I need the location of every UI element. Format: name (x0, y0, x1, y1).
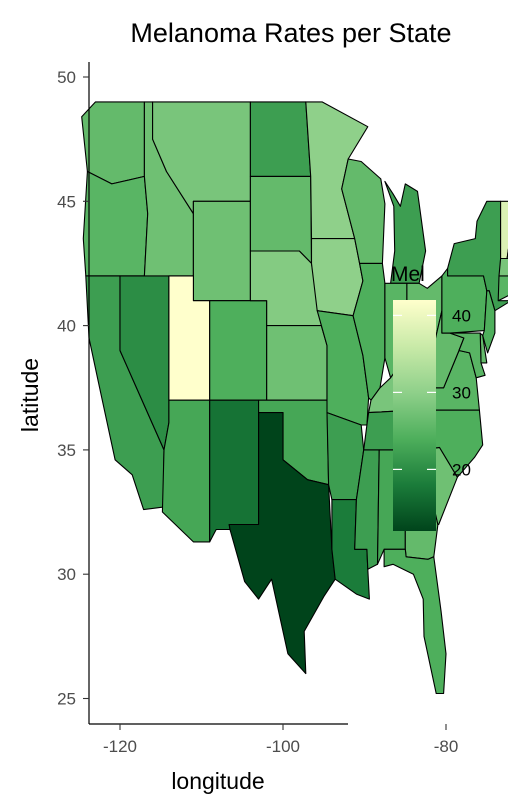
state-washington (81, 101, 145, 185)
y-tick-label: 40 (57, 317, 76, 336)
color-legend: Mel 20 30 40 (391, 263, 471, 531)
y-tick-label: 25 (57, 690, 76, 709)
state-new-mexico (209, 399, 260, 543)
state-florida (383, 548, 447, 695)
state-wyoming (192, 200, 251, 302)
legend-title: Mel (391, 263, 425, 286)
legend-colorbar (393, 300, 436, 531)
state-iowa (310, 238, 364, 317)
state-kansas (266, 325, 328, 401)
legend-label: 30 (452, 383, 471, 402)
state-arizona (161, 399, 211, 543)
legend-label: 40 (452, 306, 471, 325)
x-tick-label: -80 (434, 737, 459, 756)
state-map (81, 101, 508, 695)
state-vermont (500, 200, 508, 260)
legend-label: 20 (452, 460, 471, 479)
state-new-jersey (482, 290, 496, 354)
state-michigan (384, 180, 427, 284)
state-north-dakota (249, 101, 312, 177)
y-tick-label: 30 (57, 565, 76, 584)
state-colorado (209, 300, 268, 401)
y-tick-label: 35 (57, 441, 76, 460)
state-maryland (449, 332, 486, 379)
legend-ticks: 20 30 40 (393, 306, 471, 479)
chart-title: Melanoma Rates per State (130, 18, 451, 48)
state-south-dakota (249, 175, 313, 264)
x-axis-title: longitude (171, 768, 264, 794)
state-mississippi (354, 449, 380, 570)
state-connecticut (497, 275, 508, 302)
x-tick-label: -120 (103, 737, 137, 756)
state-oregon (82, 170, 149, 277)
y-tick-label: 45 (57, 192, 76, 211)
x-axis-ticks: -120 -100 -80 (103, 724, 458, 756)
y-tick-label: 50 (57, 68, 76, 87)
y-axis-title: latitude (17, 358, 43, 432)
state-texas (228, 412, 336, 675)
y-axis-ticks: 25 30 35 40 45 50 (57, 68, 89, 709)
x-tick-label: -100 (266, 737, 300, 756)
